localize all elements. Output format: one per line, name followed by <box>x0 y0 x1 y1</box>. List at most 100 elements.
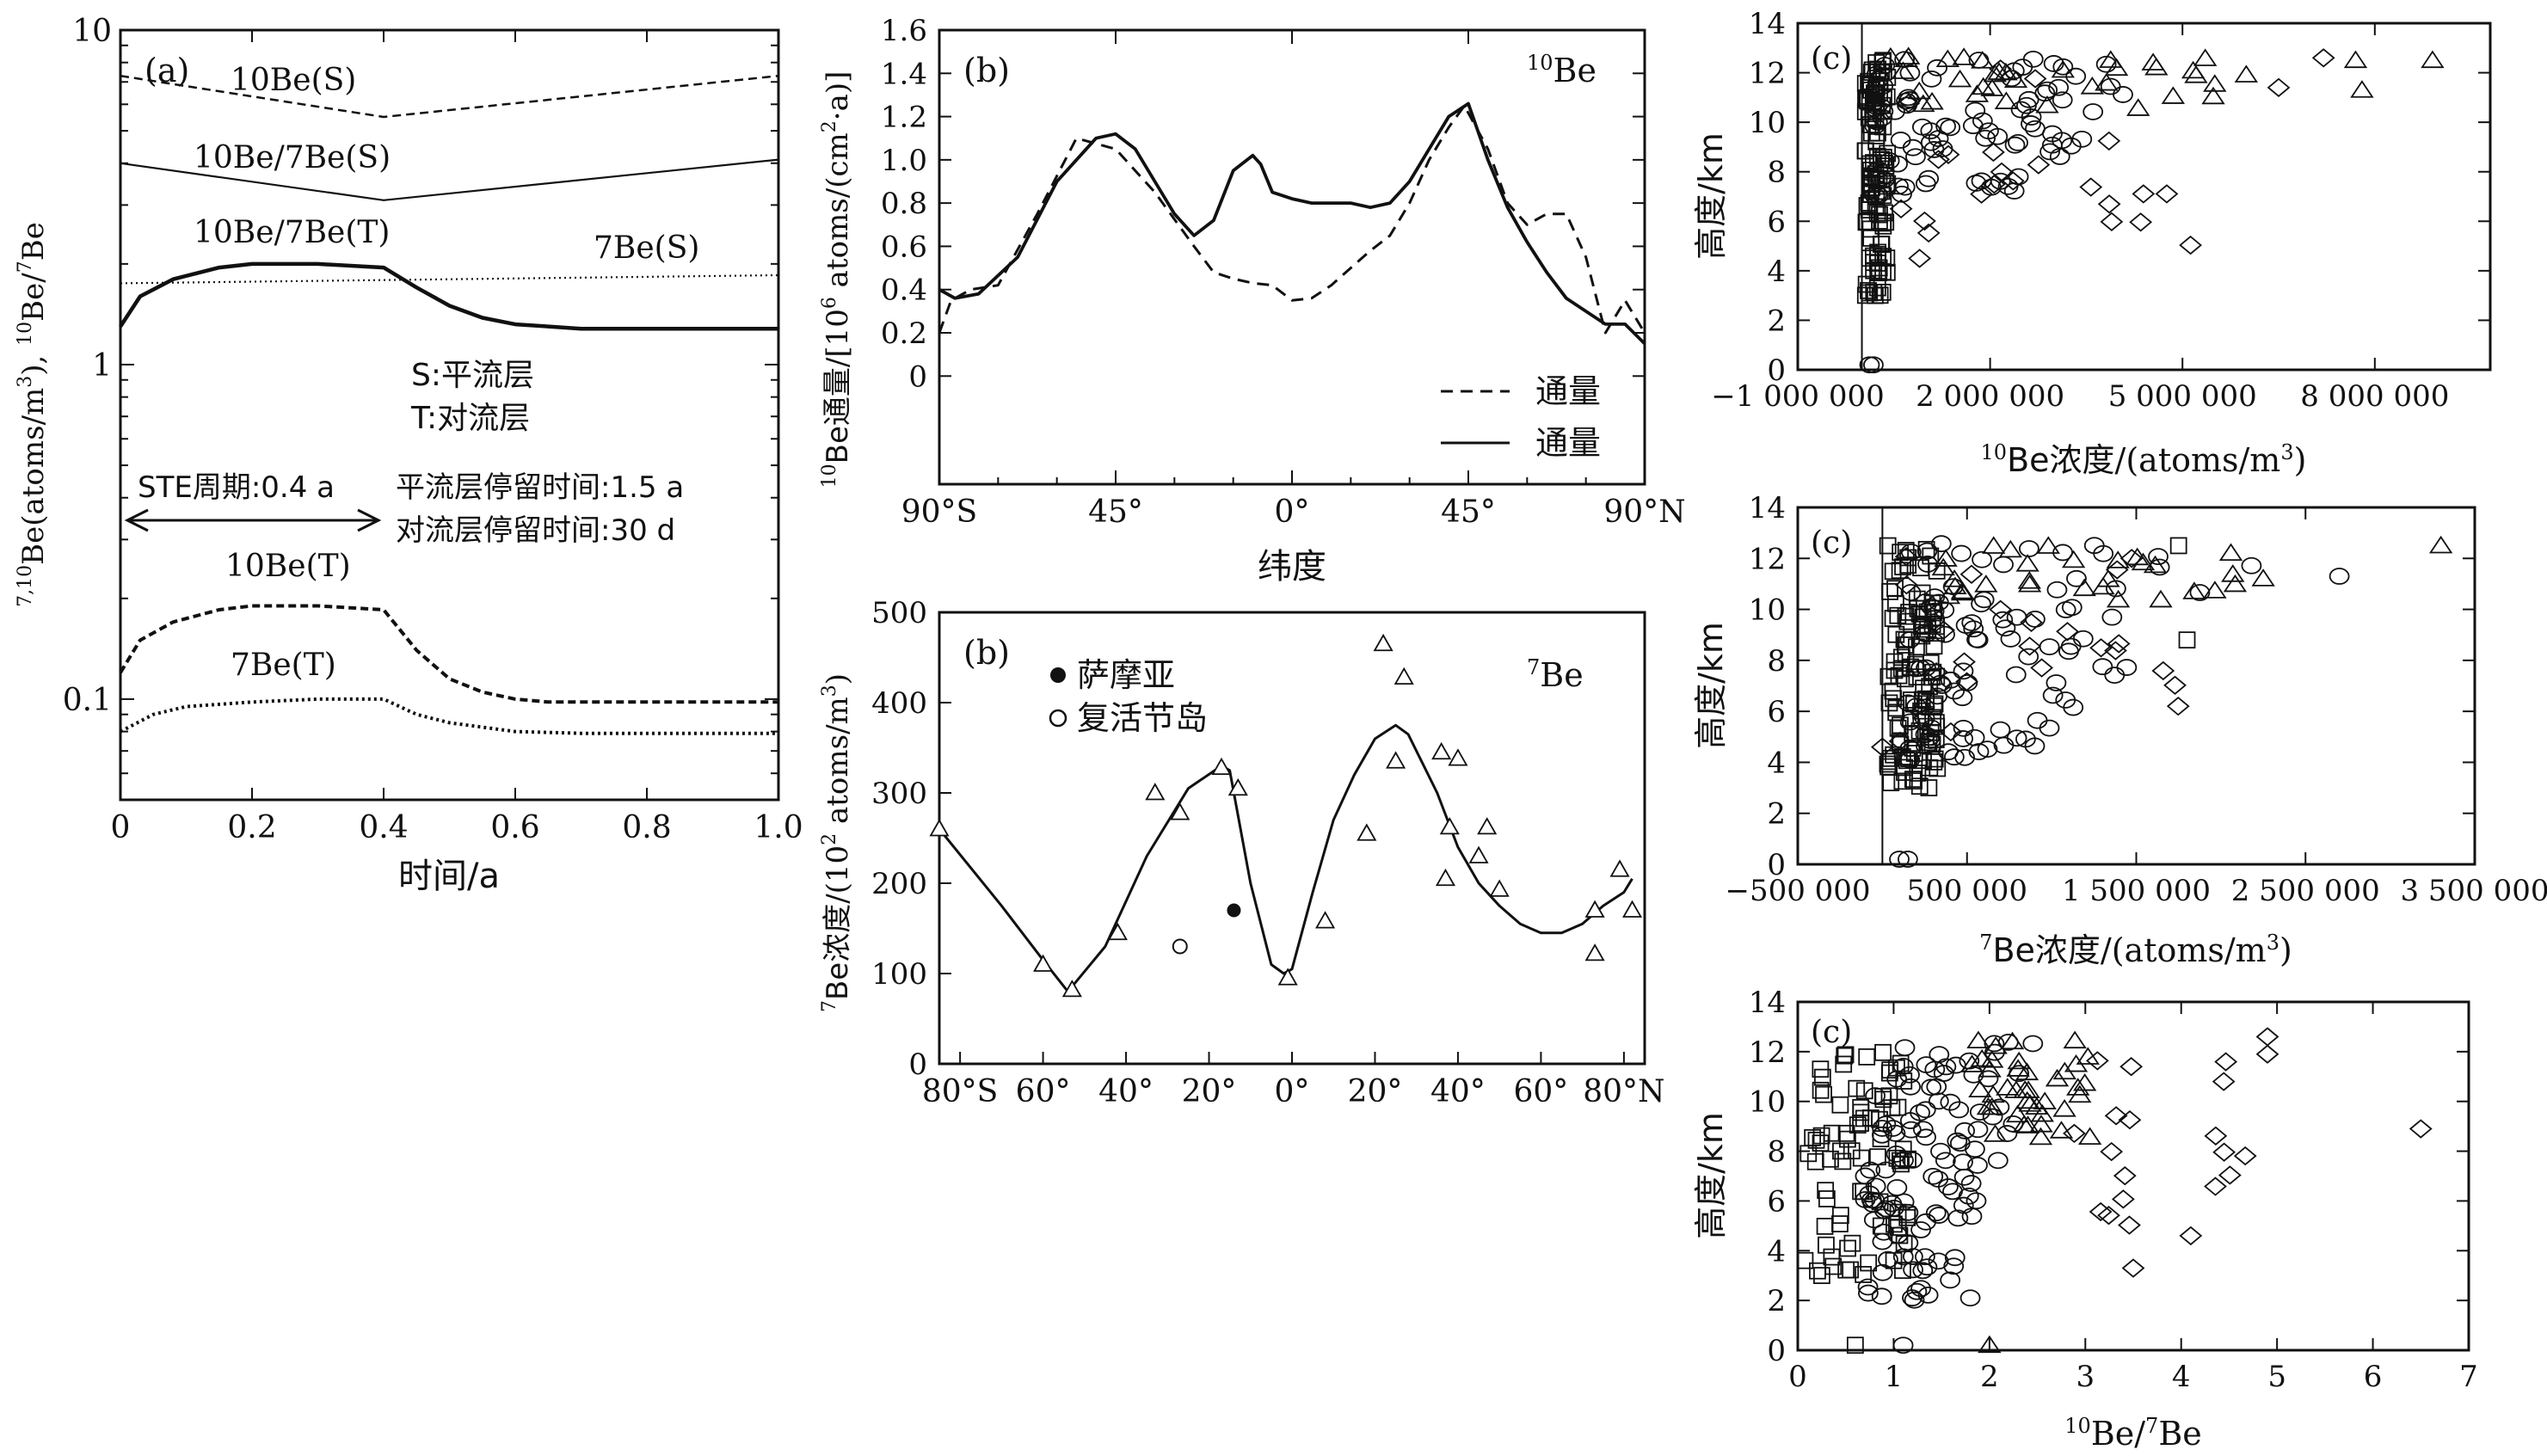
b2-triangle-point <box>1315 911 1336 929</box>
a-xtick-label: 1.0 <box>754 810 803 845</box>
c-circle-point <box>1943 1257 1965 1275</box>
c-triangle-point <box>2203 74 2227 92</box>
c-circle-point <box>1929 674 1951 692</box>
c-circle-point <box>1892 185 1912 203</box>
panel-c-7be-ticks: −500 000 500 000 1 500 000 2 500 000 3 500 0… <box>1725 491 2547 908</box>
c-circle-point <box>2043 55 2064 72</box>
panel-b-flux-label: (b) <box>963 52 1010 89</box>
c-square-point <box>1831 1096 1849 1114</box>
c-triangle-point <box>1931 557 1955 576</box>
c-circle-point <box>1914 1248 1935 1266</box>
c-ytick-label: 12 <box>1749 57 1786 91</box>
c-diamond-point <box>1936 144 1960 164</box>
c-triangle-point <box>2251 568 2275 587</box>
c-diamond-point <box>1989 599 2013 619</box>
c-triangle-point <box>2096 569 2120 587</box>
c-circle-point <box>1911 118 1933 136</box>
c-diamond-point <box>2132 184 2156 204</box>
a-series-0 <box>120 74 779 119</box>
c-diamond-point <box>2163 675 2187 695</box>
c-circle-point <box>2095 55 2117 73</box>
c-diamond-point <box>1889 199 1913 218</box>
c-square-point <box>1817 1182 1835 1200</box>
c-circle-point <box>1961 614 1983 631</box>
c-square-point <box>1913 584 1931 602</box>
c-circle-point <box>2018 90 2039 108</box>
c-diamond-point <box>2089 1201 2113 1222</box>
c-square-point <box>1879 667 1898 685</box>
c-diamond-point <box>1895 574 1918 595</box>
c-circle-point <box>1927 58 1948 77</box>
a-series-2 <box>120 273 779 285</box>
c-diamond-point <box>2018 636 2041 656</box>
c-circle-point <box>1892 1336 1914 1355</box>
c-diamond-point <box>2020 612 2043 632</box>
c-circle-point <box>1972 550 1992 568</box>
c-diamond-point <box>2097 131 2121 151</box>
c-circle-point <box>1965 1140 1985 1158</box>
c-triangle-point <box>1891 61 1916 79</box>
c-triangle-point <box>1996 1078 2020 1096</box>
b2-triangle-point <box>1277 968 1298 986</box>
c-square-point <box>1858 1048 1876 1066</box>
c-xtick-label: 1 <box>1885 1360 1904 1394</box>
c-circle-point <box>1920 732 1941 749</box>
c-triangle-point <box>2161 86 2186 104</box>
panel-c-10be-xlabel: 10Be浓度/(atoms/m3) <box>1981 440 2307 479</box>
c-diamond-point <box>2119 1057 2144 1077</box>
c-triangle-point <box>1968 1079 1992 1098</box>
c-triangle-point <box>2015 1115 2040 1133</box>
c-triangle-point <box>2421 50 2445 69</box>
b2-triangle-point <box>1609 859 1630 877</box>
panel-b-7be-tag: 7Be <box>1527 655 1584 694</box>
c-circle-point <box>1953 719 1974 737</box>
c-circle-point <box>1897 851 1918 868</box>
label-10be-s: 10Be(S) <box>231 63 356 98</box>
c-ytick-label: 4 <box>1767 1234 1786 1269</box>
c-circle-point <box>1873 1223 1894 1241</box>
c-xtick-label: 2 000 000 <box>1916 379 2064 414</box>
b1-ytick-label: 1.4 <box>881 57 927 91</box>
c-circle-point <box>2046 674 2067 691</box>
c-diamond-point <box>2179 235 2202 255</box>
c-ytick-label: 6 <box>1767 205 1786 239</box>
b2-triangle-point <box>1211 757 1232 775</box>
b2-triangle-point <box>1107 922 1128 941</box>
c-circle-point <box>1918 169 1940 187</box>
c-circle-point <box>2149 558 2170 576</box>
c-diamond-point <box>2267 77 2291 98</box>
c-triangle-point <box>1952 47 1976 65</box>
c-circle-point <box>2039 143 2060 161</box>
c-circle-point <box>1893 1193 1915 1211</box>
c-square-point <box>1843 1234 1861 1252</box>
c-diamond-point <box>2255 1027 2279 1047</box>
c-xtick-label: −500 000 <box>1725 874 1870 908</box>
c-triangle-point <box>2051 59 2075 78</box>
c-triangle-point <box>1935 49 1959 67</box>
c-square-point <box>1796 1251 1814 1269</box>
flux-legend-solid-text: 通量 <box>1535 424 1601 462</box>
strat-residence-text: 平流层停留时间:1.5 a <box>396 470 684 505</box>
c-diamond-point <box>2311 48 2335 68</box>
c-triangle-point <box>2066 1078 2090 1096</box>
c-xtick-label: 2 500 000 <box>2231 874 2380 908</box>
c-circle-point <box>1929 1046 1950 1064</box>
c-square-point <box>1904 725 1922 743</box>
c-triangle-point <box>2080 77 2105 95</box>
c-triangle-point <box>1974 574 1998 593</box>
c-diamond-point <box>2079 177 2103 197</box>
c-circle-point <box>1866 65 1887 83</box>
easter-island-legend: 复活节岛 <box>1049 699 1208 737</box>
c-square-point <box>1897 607 1915 625</box>
panel-b-flux: 90°S 45° 0° 45° 90°N 0 0.2 0.4 0.6 0.8 1.0 1.2 1.4 1.… <box>819 14 1686 587</box>
c-circle-point <box>1892 1248 1914 1266</box>
c-xtick-label: 7 <box>2459 1360 2478 1394</box>
a-ytick-label: 0.1 <box>63 683 112 718</box>
c-circle-point <box>1948 1101 1970 1119</box>
label-7be-s: 7Be(S) <box>594 230 699 266</box>
b2-triangle-point <box>1033 954 1054 972</box>
c-triangle-point <box>2072 1072 2097 1091</box>
c-diamond-point <box>1955 672 1978 691</box>
